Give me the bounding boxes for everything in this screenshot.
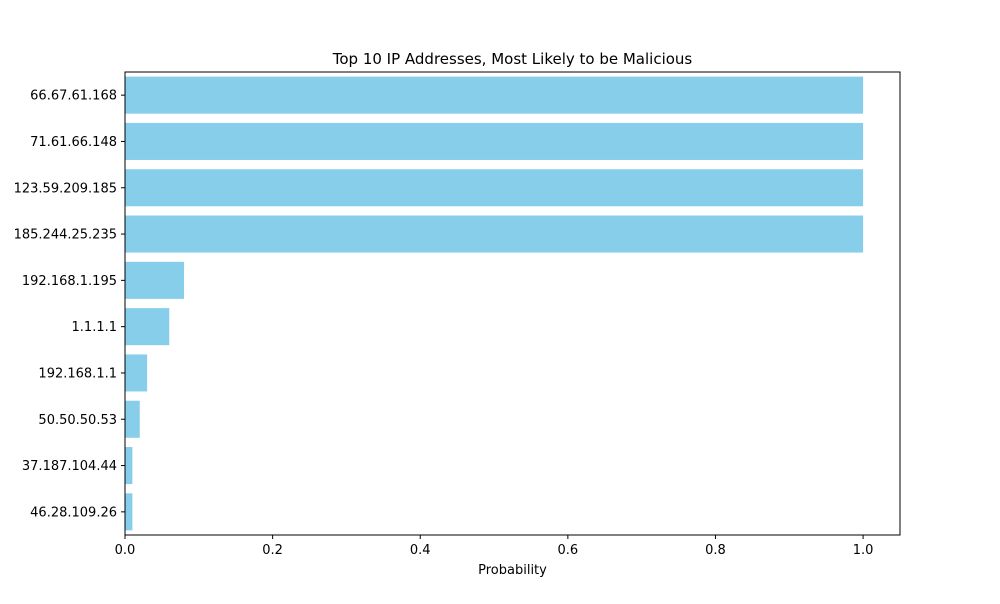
y-tick-label: 123.59.209.185: [14, 181, 117, 196]
bars-layer: [125, 76, 864, 531]
bar: [125, 400, 140, 438]
bar: [125, 76, 864, 114]
y-axis: 66.67.61.168 71.61.66.148 123.59.209.185 18…: [14, 89, 125, 520]
x-tick-label: 0.4: [410, 543, 431, 558]
bar: [125, 122, 864, 160]
bar: [125, 261, 185, 299]
y-tick-label: 37.187.104.44: [22, 459, 117, 474]
y-tick-label: 46.28.109.26: [30, 505, 117, 520]
y-tick-label: 192.168.1.195: [22, 274, 117, 289]
bar: [125, 308, 170, 346]
y-tick-label: 71.61.66.148: [30, 135, 117, 150]
bar: [125, 354, 148, 392]
x-axis: 0.0 0.2 0.4 0.6 0.8 1.0: [115, 535, 874, 558]
y-tick-label: 185.244.25.235: [14, 228, 117, 243]
y-tick-label: 66.67.61.168: [30, 89, 117, 104]
plot-frame: [124, 71, 901, 536]
bar: [125, 215, 864, 253]
bar: [125, 493, 133, 531]
y-tick-label: 50.50.50.53: [38, 413, 117, 428]
y-tick-label: 1.1.1.1: [72, 320, 117, 335]
x-tick-label: 0.8: [705, 543, 726, 558]
bar: [125, 169, 864, 207]
x-tick-label: 0.2: [262, 543, 283, 558]
x-tick-label: 1.0: [853, 543, 874, 558]
x-tick-label: 0.6: [558, 543, 579, 558]
x-tick-label: 0.0: [115, 543, 136, 558]
x-axis-label: Probability: [478, 563, 547, 578]
chart-title: Top 10 IP Addresses, Most Likely to be M…: [332, 50, 693, 68]
bar: [125, 447, 133, 485]
y-tick-label: 192.168.1.1: [38, 366, 117, 381]
